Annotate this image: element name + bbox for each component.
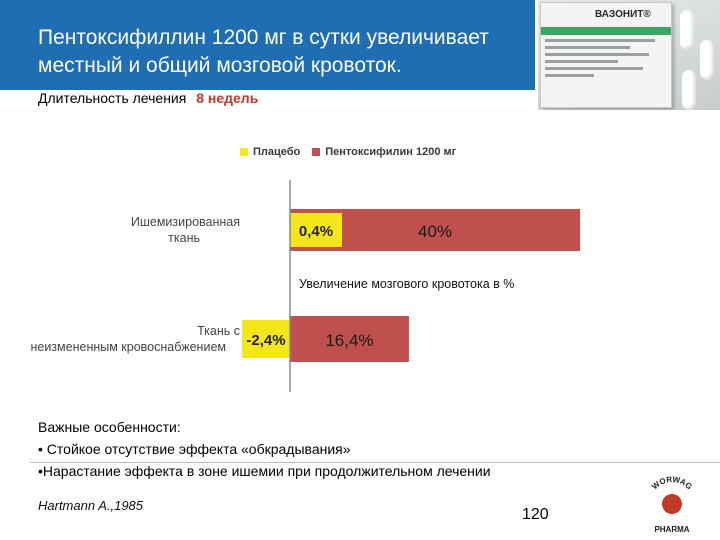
duration-label: Длительность лечения [38, 90, 187, 106]
package-image: ВАЗОНИТ® [538, 0, 720, 110]
notes-heading: Важные особенности: [38, 419, 181, 435]
package-stripe [541, 27, 671, 35]
bar-placebo [290, 213, 342, 247]
duration-value: 8 недель [196, 90, 259, 106]
header-banner: Пентоксифиллин 1200 мг в сутки увеличива… [0, 0, 535, 90]
bar-placebo [242, 320, 290, 358]
pill [682, 70, 696, 110]
logo-arc-text: WORWAG [650, 475, 694, 492]
notes-item: • Стойкое отсутствие эффекта «обкрадыван… [38, 441, 351, 457]
legend-item-placebo: Плацебо [240, 146, 300, 158]
worwag-pharma-logo: WORWAG PHARMA [650, 475, 694, 534]
notes-block: Важные особенности: • Стойкое отсутствие… [38, 416, 491, 482]
divider-line [30, 462, 720, 463]
data-label-placebo: -2,4% [246, 332, 285, 349]
legend-item-pentoxifylline: Пентоксифилин 1200 мг [312, 146, 456, 158]
pill [700, 40, 714, 80]
category-label: Ишемизированная ткань [131, 215, 240, 245]
data-label-placebo: 0,4% [299, 223, 333, 240]
category-label: Ткань с неизмененным кровоснабжением [30, 324, 240, 354]
bar-pentoxifylline [290, 316, 409, 362]
package-brand: ВАЗОНИТ® [595, 9, 651, 20]
legend-label-pentoxifylline: Пентоксифилин 1200 мг [325, 146, 457, 158]
chart-legend: Плацебо Пентоксифилин 1200 мг [240, 146, 468, 158]
slide-title: Пентоксифиллин 1200 мг в сутки увеличива… [38, 26, 489, 77]
data-label-pentoxifylline: 16,4% [325, 331, 373, 350]
medicine-box: ВАЗОНИТ® [540, 2, 672, 108]
citation: Hartmann A.,1985 [38, 498, 144, 513]
logo-dot [662, 494, 682, 514]
duration-line: Длительность лечения 8 недель [38, 90, 258, 106]
page-number: 120 [522, 506, 549, 523]
chart-annotation: Увеличение мозгового кровотока в % [299, 277, 514, 291]
logo-bottom-text: PHARMA [654, 525, 689, 534]
data-label-pentoxifylline: 40% [418, 222, 452, 241]
legend-swatch-placebo [240, 148, 248, 156]
notes-item: •Нарастание эффекта в зоне ишемии при пр… [38, 463, 491, 479]
legend-label-placebo: Плацебо [253, 146, 301, 158]
package-text-lines [545, 39, 667, 81]
legend-swatch-pentoxifylline [312, 148, 321, 156]
pill [680, 10, 694, 50]
